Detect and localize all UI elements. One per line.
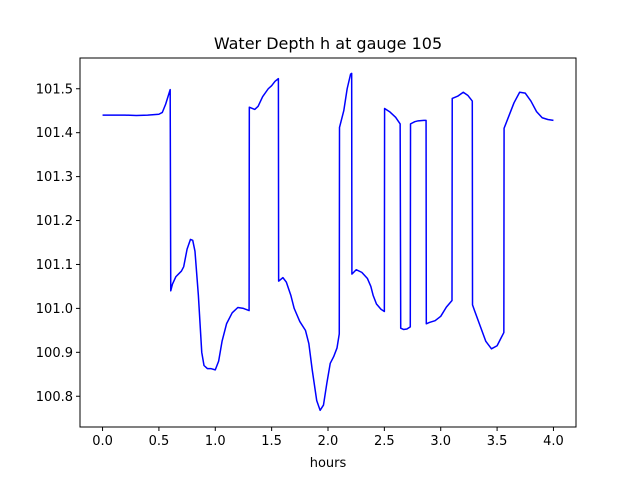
y-tick-label: 101.4 (36, 126, 73, 141)
y-tick-label: 101.0 (36, 302, 73, 317)
x-axis-label: hours (310, 456, 347, 471)
y-tick-label: 101.3 (36, 170, 73, 185)
x-tick-label: 0.0 (92, 434, 113, 449)
x-tick-label: 2.0 (318, 434, 339, 449)
y-tick-label: 101.2 (36, 214, 73, 229)
x-tick-label: 3.5 (487, 434, 508, 449)
plot-area (79, 57, 577, 428)
x-tick-label: 1.5 (261, 434, 282, 449)
x-tick-label: 0.5 (149, 434, 170, 449)
x-axis: 0.0 0.5 1.0 1.5 2.0 2.5 3.0 3.5 4.0 (92, 427, 564, 449)
series-line-0 (102, 72, 554, 412)
y-tick-label: 101.1 (36, 258, 73, 273)
x-tick-label: 4.0 (543, 434, 564, 449)
y-tick-label: 100.9 (36, 346, 73, 361)
y-tick-label: 101.5 (36, 82, 73, 97)
x-tick-label: 3.0 (430, 434, 451, 449)
y-axis: 100.8 100.9 101.0 101.1 101.2 101.3 101.4 101.5 (36, 82, 80, 405)
plot-frame (79, 57, 577, 428)
x-tick-label: 2.5 (374, 434, 395, 449)
chart-title: Water Depth h at gauge 105 (214, 34, 442, 53)
x-tick-label: 1.0 (205, 434, 226, 449)
y-tick-label: 100.8 (36, 390, 73, 405)
